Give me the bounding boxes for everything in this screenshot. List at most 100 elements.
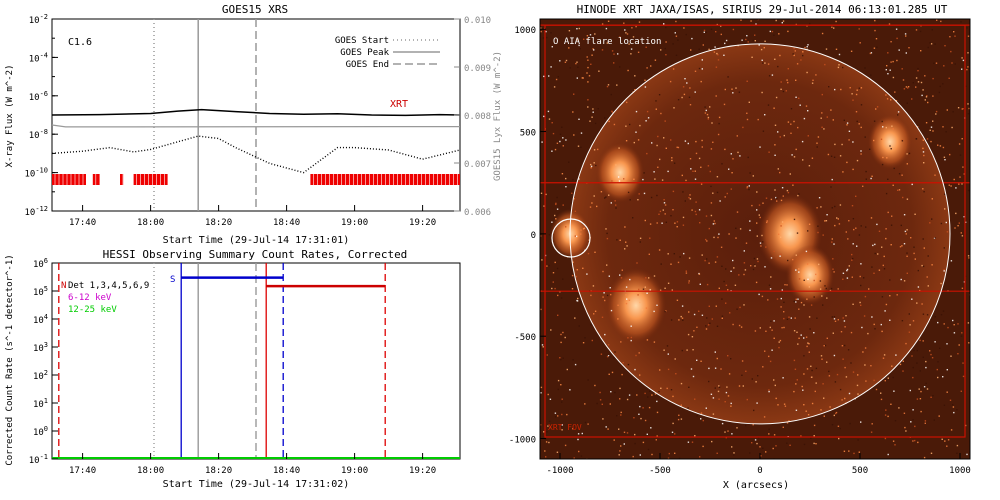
xrt-noise-pixel xyxy=(690,368,693,370)
xrt-noise-pixel xyxy=(951,62,953,64)
xrt-noise-pixel xyxy=(831,26,833,28)
xrt-noise-pixel xyxy=(783,134,785,137)
xrt-noise-pixel xyxy=(709,170,711,173)
xrt-noise-pixel xyxy=(851,253,853,256)
xrt-noise-pixel xyxy=(800,435,802,437)
xrt-noise-pixel xyxy=(670,139,672,141)
xrt-noise-pixel xyxy=(658,249,661,251)
xrt-noise-pixel xyxy=(556,142,559,144)
xrt-noise-pixel xyxy=(578,450,580,453)
xrt-noise-pixel xyxy=(594,122,597,125)
xrt-noise-pixel xyxy=(674,222,676,224)
xrt-noise-pixel xyxy=(555,202,557,205)
xrt-noise-pixel xyxy=(798,271,800,273)
xrt-noise-pixel xyxy=(758,44,760,46)
xrt-noise-pixel xyxy=(903,214,906,216)
xrt-noise-pixel xyxy=(591,54,593,56)
xrt-noise-pixel xyxy=(672,209,674,211)
xrt-noise-pixel xyxy=(952,30,954,32)
xrt-noise-pixel xyxy=(705,31,707,33)
xrt-noise-pixel xyxy=(749,452,751,454)
xrt-noise-pixel xyxy=(665,147,667,149)
xrt-noise-pixel xyxy=(550,66,552,68)
xrt-noise-pixel xyxy=(780,199,783,202)
xrt-noise-pixel xyxy=(774,124,777,126)
xrt-noise-pixel xyxy=(830,109,832,111)
xrt-noise-pixel xyxy=(898,407,900,409)
xrt-noise-pixel xyxy=(575,275,578,278)
xrt-noise-pixel xyxy=(946,109,948,111)
xrt-noise-pixel xyxy=(768,390,770,393)
xrt-noise-pixel xyxy=(627,191,630,194)
xrt-noise-pixel xyxy=(619,274,621,276)
xrt-noise-pixel xyxy=(596,402,598,405)
xrt-noise-pixel xyxy=(705,407,707,409)
xrt-noise-pixel xyxy=(736,135,738,137)
xrt-noise-pixel xyxy=(672,395,674,398)
xrt-noise-pixel xyxy=(694,398,696,400)
xrt-noise-pixel xyxy=(927,46,929,49)
xrt-noise-pixel xyxy=(730,405,732,407)
xrt-noise-pixel xyxy=(837,66,840,69)
goes-ytick-label: 10-2 xyxy=(29,13,48,26)
xrt-noise-pixel xyxy=(605,196,607,198)
xrt-noise-pixel xyxy=(589,120,591,122)
xrt-noise-pixel xyxy=(764,114,766,116)
xrt-noise-pixel xyxy=(756,191,758,193)
xrt-noise-pixel xyxy=(901,320,904,322)
xrt-noise-pixel xyxy=(798,337,800,339)
xrt-noise-pixel xyxy=(639,405,641,408)
xrt-noise-pixel xyxy=(845,376,848,378)
xrt-noise-pixel xyxy=(718,233,720,235)
xrt-xtick-label: -1000 xyxy=(546,466,573,476)
xrt-noise-pixel xyxy=(770,276,772,278)
xrt-noise-pixel xyxy=(896,59,898,62)
xrt-noise-pixel xyxy=(914,425,916,428)
xrt-noise-pixel xyxy=(639,454,641,456)
xrt-noise-pixel xyxy=(857,393,859,395)
xrt-noise-pixel xyxy=(578,118,580,120)
xrt-noise-pixel xyxy=(885,303,888,306)
xrt-noise-pixel xyxy=(792,184,794,186)
xrt-noise-pixel xyxy=(819,288,822,290)
xrt-noise-pixel xyxy=(645,46,647,48)
xrt-noise-pixel xyxy=(830,186,832,188)
xrt-noise-pixel xyxy=(890,61,892,63)
xrt-noise-pixel xyxy=(955,187,957,189)
xrt-noise-pixel xyxy=(906,272,908,274)
xrt-noise-pixel xyxy=(582,228,585,230)
xrt-noise-pixel xyxy=(710,393,713,395)
xrt-noise-pixel xyxy=(608,275,610,277)
xrt-noise-pixel xyxy=(694,170,696,172)
xrt-noise-pixel xyxy=(885,228,887,230)
xrt-noise-pixel xyxy=(700,80,702,83)
xrt-noise-pixel xyxy=(619,66,621,68)
xrt-noise-pixel xyxy=(935,113,937,115)
xrt-noise-pixel xyxy=(753,264,756,266)
xrt-noise-pixel xyxy=(806,345,808,348)
xrt-noise-pixel xyxy=(912,320,915,322)
xrt-noise-pixel xyxy=(747,41,749,43)
xrt-noise-pixel xyxy=(574,235,576,237)
goes-series-line-1 xyxy=(51,124,461,128)
xrt-noise-pixel xyxy=(548,118,551,120)
xrt-noise-pixel xyxy=(616,239,618,241)
xrt-noise-pixel xyxy=(903,412,906,414)
xrt-noise-pixel xyxy=(901,68,903,70)
xrt-noise-pixel xyxy=(576,77,578,79)
xrt-noise-pixel xyxy=(848,130,851,132)
xrt-noise-pixel xyxy=(653,275,656,277)
xrt-noise-pixel xyxy=(666,387,668,390)
xrt-noise-pixel xyxy=(584,337,586,339)
xrt-noise-pixel xyxy=(798,193,800,195)
xrt-noise-pixel xyxy=(906,252,908,254)
xrt-noise-pixel xyxy=(967,113,970,115)
xrt-noise-pixel xyxy=(762,366,764,368)
xrt-noise-pixel xyxy=(607,344,610,346)
xrt-noise-pixel xyxy=(543,75,545,78)
xrt-noise-pixel xyxy=(704,106,706,108)
xrt-noise-pixel xyxy=(780,81,782,83)
xrt-noise-pixel xyxy=(764,350,766,352)
xrt-noise-pixel xyxy=(779,339,782,342)
xrt-noise-pixel xyxy=(892,184,894,186)
